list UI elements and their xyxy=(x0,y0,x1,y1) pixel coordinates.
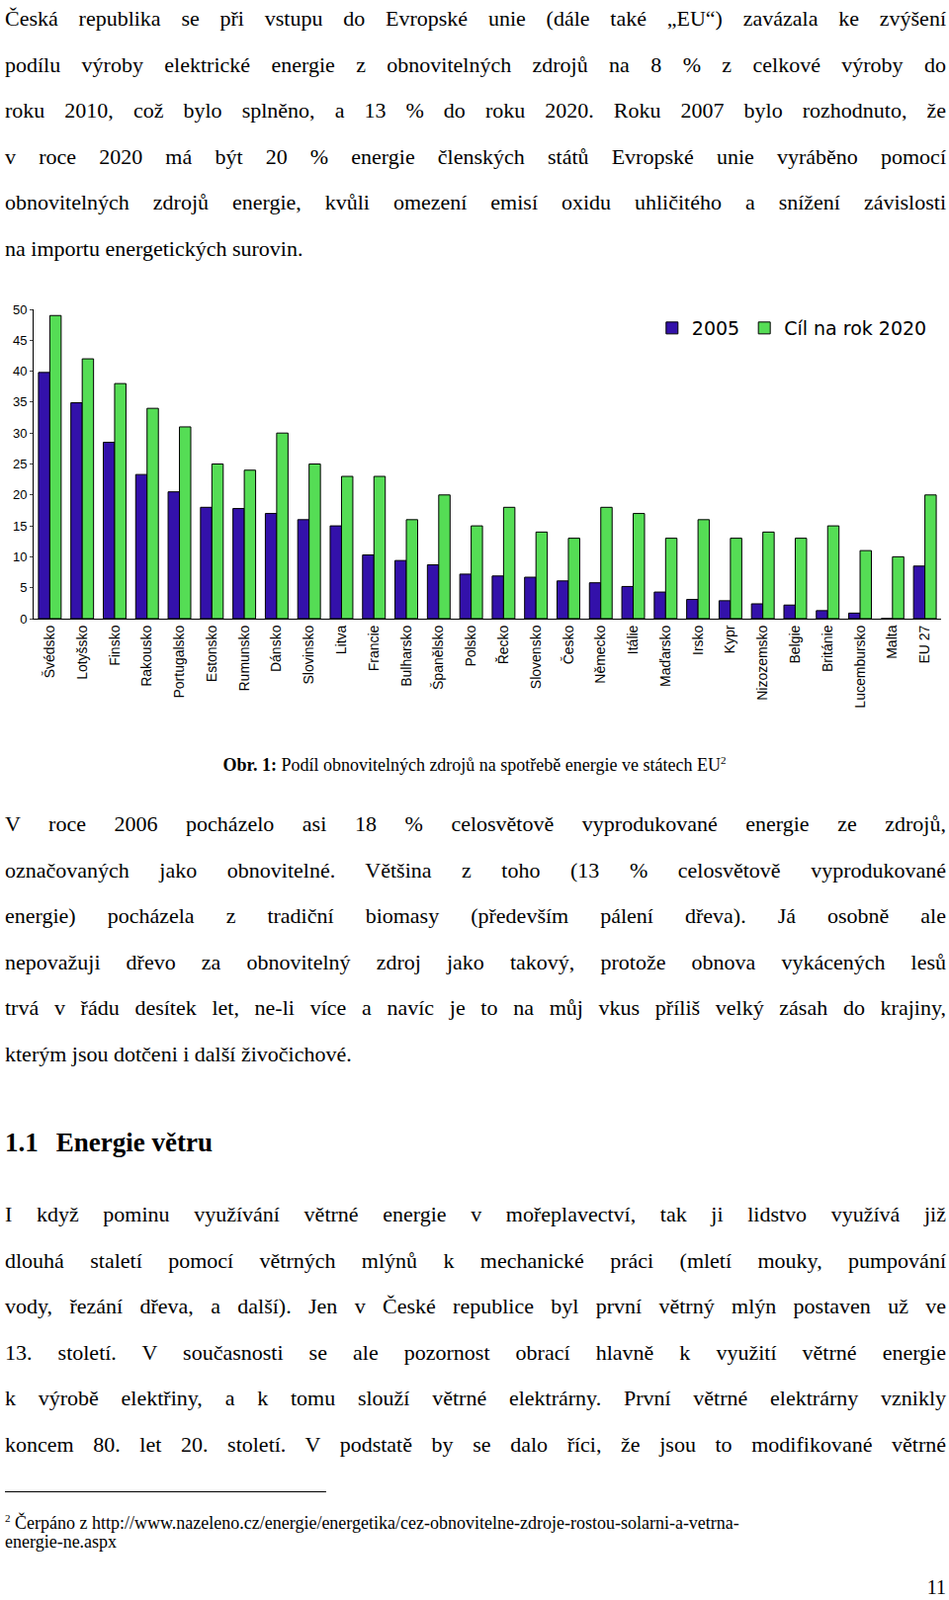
html-text:vody, řezání dřeva, a další).: vody, řezání dřeva, a další). Jen v Česk… xyxy=(4,1294,947,1319)
svg-text:Portugalsko: Portugalsko xyxy=(171,624,187,698)
html-text:I když pominu využívání větrné: I když pominu využívání větrné energie v… xyxy=(4,1202,947,1227)
html-text:energie) pocházela z tradiční: energie) pocházela z tradiční biomasy (p… xyxy=(4,903,947,929)
svg-text:Estonsko: Estonsko xyxy=(203,624,220,683)
svg-text:40: 40 xyxy=(12,363,27,379)
svg-text:Slovensko: Slovensko xyxy=(527,624,544,690)
svg-text:Španělsko: Španělsko xyxy=(430,624,446,691)
svg-text:Německo: Německo xyxy=(592,624,608,684)
html-text:trvá v řádu desítek let, ne-li: trvá v řádu desítek let, ne-li více a na… xyxy=(4,995,947,1021)
html-text:2Čerpáno z http://www.nazeleno: 2Čerpáno z http://www.nazeleno.cz/energi… xyxy=(4,1512,740,1534)
html-text:13. století. V současnosti se: 13. století. V současnosti se ale pozorn… xyxy=(4,1339,947,1365)
svg-text:15: 15 xyxy=(12,518,27,534)
html-text:označovaných jako obnovitelné.: označovaných jako obnovitelné. Většina z… xyxy=(4,857,947,883)
html-text:obnovitelných zdrojů energie,: obnovitelných zdrojů energie, kvůli omez… xyxy=(4,189,947,215)
svg-text:30: 30 xyxy=(12,426,27,441)
html-text:V roce 2006 pocházelo asi 18 %: V roce 2006 pocházelo asi 18 % celosvěto… xyxy=(4,811,947,837)
html-text:v roce 2020 má být 20 % energi: v roce 2020 má být 20 % energie členskýc… xyxy=(4,143,947,169)
svg-text:Bulharsko: Bulharsko xyxy=(398,624,415,687)
svg-text:Polsko: Polsko xyxy=(462,624,479,667)
svg-text:Litva: Litva xyxy=(333,624,349,655)
svg-text:Itálie: Itálie xyxy=(624,624,641,655)
svg-text:Dánsko: Dánsko xyxy=(267,624,284,673)
html-text:Energie větru: Energie větru xyxy=(56,1127,213,1158)
svg-text:Lotyšsko: Lotyšsko xyxy=(74,624,90,680)
svg-text:10: 10 xyxy=(12,549,27,565)
html-text:kterým jsou dotčeni i další ži: kterým jsou dotčeni i další živočichové. xyxy=(4,1041,352,1067)
svg-text:Belgie: Belgie xyxy=(786,624,803,664)
svg-text:Francie: Francie xyxy=(365,624,382,672)
svg-text:20: 20 xyxy=(12,487,27,503)
svg-text:35: 35 xyxy=(12,394,27,410)
svg-text:Maďarsko: Maďarsko xyxy=(657,624,674,688)
svg-text:Rumunsko: Rumunsko xyxy=(236,624,253,691)
svg-text:Irsko: Irsko xyxy=(690,624,706,656)
svg-text:Nizozemsko: Nizozemsko xyxy=(754,624,771,700)
svg-text:Malta: Malta xyxy=(883,624,900,659)
svg-text:5: 5 xyxy=(19,580,27,596)
svg-text:Slovinsko: Slovinsko xyxy=(300,624,317,685)
svg-text:Řecko: Řecko xyxy=(495,624,512,665)
svg-text:Rakousko: Rakousko xyxy=(138,624,155,687)
html-text:nepovažuji dřevo za obnoviteln: nepovažuji dřevo za obnovitelný zdroj ja… xyxy=(4,949,947,975)
html-text:na importu energetických surov: na importu energetických surovin. xyxy=(4,235,303,261)
svg-text:0: 0 xyxy=(19,611,27,627)
svg-text:EU 27: EU 27 xyxy=(916,624,933,664)
svg-text:Lucembursko: Lucembursko xyxy=(852,624,868,708)
svg-text:Británie: Británie xyxy=(819,624,836,673)
html-text:Česká republika se při vstupu: Česká republika se při vstupu do Evropsk… xyxy=(4,5,947,31)
svg-text:25: 25 xyxy=(12,456,27,472)
svg-text:2005: 2005 xyxy=(691,317,740,340)
svg-text:Švédsko: Švédsko xyxy=(41,624,58,679)
html-text:k výrobě elektřiny, a k tomu s: k výrobě elektřiny, a k tomu slouží větr… xyxy=(4,1385,947,1411)
svg-text:Česko: Česko xyxy=(560,624,577,665)
html-text:podílu výroby elektrické energ: podílu výroby elektrické energie z obnov… xyxy=(4,51,947,77)
svg-text:Finsko: Finsko xyxy=(106,624,123,666)
html-text:koncem 80. let 20. století. V: koncem 80. let 20. století. V podstatě b… xyxy=(4,1431,947,1457)
html-text:dlouhá staletí pomocí větrných: dlouhá staletí pomocí větrných mlýnů k m… xyxy=(4,1248,947,1273)
html-text:11: 11 xyxy=(926,1576,947,1599)
html-text:1.1: 1.1 xyxy=(4,1127,39,1158)
svg-text:Kypr: Kypr xyxy=(721,624,738,654)
html-text:Obr. 1: Podíl obnovitelných zd: Obr. 1: Podíl obnovitelných zdrojů na sp… xyxy=(222,754,726,776)
svg-text:Cíl na rok 2020: Cíl na rok 2020 xyxy=(783,317,927,340)
svg-text:45: 45 xyxy=(12,333,27,348)
svg-text:50: 50 xyxy=(12,302,27,318)
html-text:energie-ne.aspx: energie-ne.aspx xyxy=(4,1532,117,1553)
html-text:roku 2010, což bylo splněno, a: roku 2010, což bylo splněno, a 13 % do r… xyxy=(4,97,947,123)
